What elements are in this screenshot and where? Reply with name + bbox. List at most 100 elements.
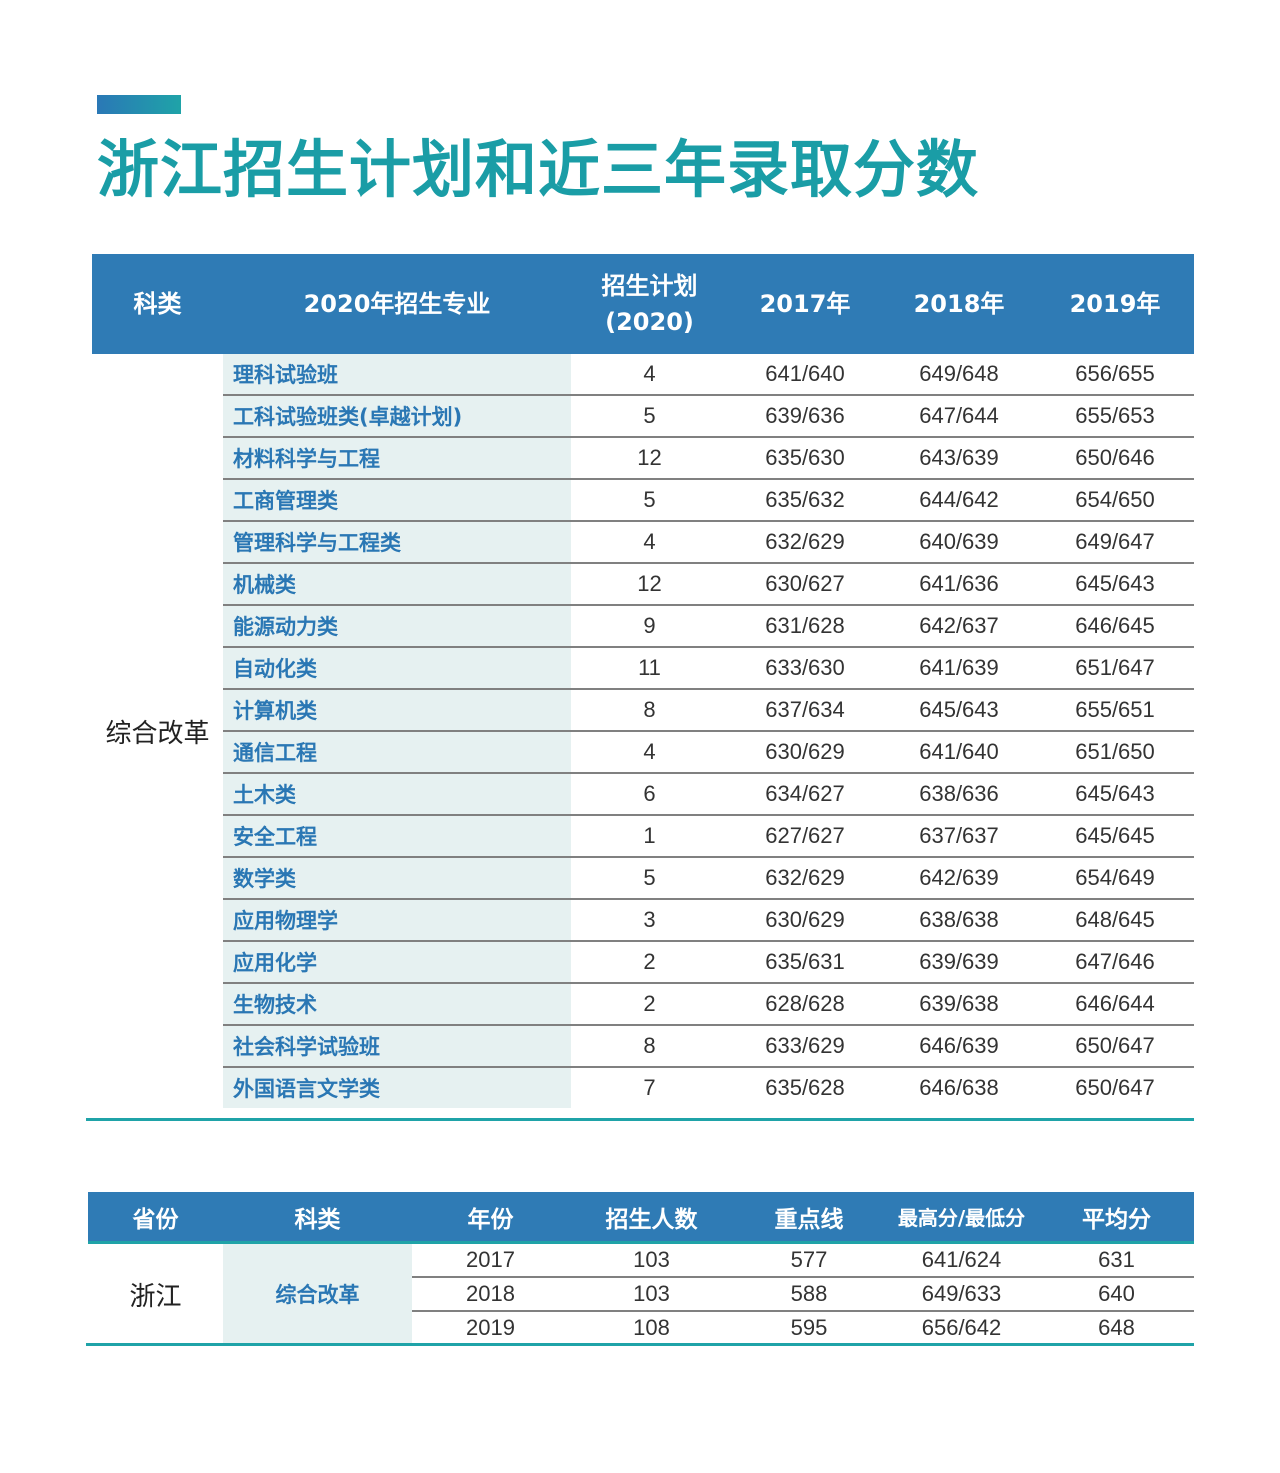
plan-cell: 9 xyxy=(571,605,728,648)
score-2019-cell: 656/655 xyxy=(1036,354,1194,396)
header-category: 科类 xyxy=(92,254,223,354)
table-row: 数学类 5 632/629 642/639 654/649 xyxy=(92,857,1194,900)
max-min-cell: 649/633 xyxy=(884,1277,1039,1312)
score-2019-cell: 655/653 xyxy=(1036,395,1194,438)
score-2018-cell: 639/638 xyxy=(882,983,1036,1026)
header-major: 2020年招生专业 xyxy=(223,254,571,354)
major-cell: 工商管理类 xyxy=(223,479,571,522)
header-year: 年份 xyxy=(412,1192,569,1244)
score-2019-cell: 646/645 xyxy=(1036,605,1194,648)
table-row: 机械类 12 630/627 641/636 645/643 xyxy=(92,563,1194,606)
plan-table-header-row: 科类 2020年招生专业 招生计划 (2020) 2017年 2018年 2019… xyxy=(92,254,1194,354)
score-2018-cell: 646/639 xyxy=(882,1025,1036,1068)
table-row: 土木类 6 634/627 638/636 645/643 xyxy=(92,773,1194,816)
score-2017-cell: 630/629 xyxy=(728,731,882,774)
header-2017: 2017年 xyxy=(728,254,882,354)
score-2019-cell: 651/647 xyxy=(1036,647,1194,690)
score-2017-cell: 632/629 xyxy=(728,521,882,564)
plan-cell: 12 xyxy=(571,563,728,606)
header-category: 科类 xyxy=(223,1192,412,1244)
score-2017-cell: 641/640 xyxy=(728,354,882,396)
table-row: 工商管理类 5 635/632 644/642 654/650 xyxy=(92,479,1194,522)
header-enrolled: 招生人数 xyxy=(569,1192,734,1244)
score-2017-cell: 635/630 xyxy=(728,437,882,480)
header-plan-line1: 招生计划 xyxy=(601,272,698,300)
plan-cell: 3 xyxy=(571,899,728,942)
major-cell: 材料科学与工程 xyxy=(223,437,571,480)
header-max-min: 最高分/最低分 xyxy=(884,1192,1039,1244)
score-2018-cell: 643/639 xyxy=(882,437,1036,480)
table-row: 能源动力类 9 631/628 642/637 646/645 xyxy=(92,605,1194,648)
score-2017-cell: 631/628 xyxy=(728,605,882,648)
major-cell: 工科试验班类(卓越计划) xyxy=(223,395,571,438)
score-2017-cell: 634/627 xyxy=(728,773,882,816)
score-2019-cell: 646/644 xyxy=(1036,983,1194,1026)
score-2018-cell: 646/638 xyxy=(919,1075,999,1100)
table-row: 浙江 综合改革 2017 103 577 641/624 631 xyxy=(88,1242,1194,1344)
score-2017-cell: 630/629 xyxy=(728,899,882,942)
major-cell: 数学类 xyxy=(223,857,571,900)
plan-cell: 4 xyxy=(571,521,728,564)
plan-cell: 2 xyxy=(571,941,728,984)
history-table-header-row: 省份 科类 年份 招生人数 重点线 最高分/最低分 平均分 xyxy=(88,1192,1194,1244)
score-2019-cell: 649/647 xyxy=(1036,521,1194,564)
score-2018-cell: 645/643 xyxy=(882,689,1036,732)
score-2017-cell: 627/627 xyxy=(728,815,882,858)
enrolled-cell: 103 xyxy=(569,1242,734,1278)
score-2018-cell: 640/639 xyxy=(882,521,1036,564)
major-cell: 理科试验班 xyxy=(223,354,571,396)
plan-table-body: 综合改革 理科试验班 4 641/640 649/648 656/655 工科试验班类(卓越… xyxy=(92,354,1194,1108)
table-row: 应用物理学 3 630/629 638/638 648/645 xyxy=(92,899,1194,942)
major-cell: 安全工程 xyxy=(223,815,571,858)
province-cell: 浙江 xyxy=(129,1281,182,1312)
major-cell: 外国语言文学类 xyxy=(223,1067,571,1108)
average-cell: 640 xyxy=(1039,1277,1194,1312)
major-cell: 应用物理学 xyxy=(223,899,571,942)
plan-cell: 5 xyxy=(571,395,728,438)
table-row: 自动化类 11 633/630 641/639 651/647 xyxy=(92,647,1194,690)
score-2019-cell: 654/650 xyxy=(1036,479,1194,522)
plan-cell: 8 xyxy=(571,689,728,732)
max-min-cell: 656/642 xyxy=(921,1315,1002,1340)
enrolled-cell: 108 xyxy=(633,1315,670,1340)
score-2018-cell: 642/639 xyxy=(882,857,1036,900)
table-row: 2019 108 595 656/642 648 xyxy=(88,1311,1194,1344)
average-cell: 631 xyxy=(1039,1242,1194,1278)
header-plan-line2: (2020) xyxy=(605,308,694,336)
score-2018-cell: 638/638 xyxy=(882,899,1036,942)
plan-cell: 2 xyxy=(571,983,728,1026)
score-2017-cell: 633/630 xyxy=(728,647,882,690)
score-2017-cell: 639/636 xyxy=(728,395,882,438)
header-province: 省份 xyxy=(88,1192,223,1244)
table-row: 生物技术 2 628/628 639/638 646/644 xyxy=(92,983,1194,1026)
major-cell: 通信工程 xyxy=(223,731,571,774)
score-2018-cell: 641/639 xyxy=(882,647,1036,690)
table-row: 材料科学与工程 12 635/630 643/639 650/646 xyxy=(92,437,1194,480)
history-table-bottom-rule xyxy=(86,1343,1194,1346)
plan-cell: 12 xyxy=(571,437,728,480)
key-line-cell: 595 xyxy=(790,1315,828,1340)
score-2019-cell: 655/651 xyxy=(1036,689,1194,732)
score-2017-cell: 632/629 xyxy=(728,857,882,900)
plan-cell: 11 xyxy=(571,647,728,690)
score-2019-cell: 651/650 xyxy=(1036,731,1194,774)
score-2019-cell: 648/645 xyxy=(1036,899,1194,942)
score-2019-cell: 650/647 xyxy=(1075,1075,1155,1100)
major-cell: 自动化类 xyxy=(223,647,571,690)
plan-cell: 5 xyxy=(571,479,728,522)
table-row: 2018 103 588 649/633 640 xyxy=(88,1277,1194,1312)
score-2019-cell: 647/646 xyxy=(1036,941,1194,984)
score-2017-cell: 628/628 xyxy=(728,983,882,1026)
score-2017-cell: 630/627 xyxy=(728,563,882,606)
category-cell: 综合改革 xyxy=(92,354,223,1108)
year-cell: 2017 xyxy=(412,1242,569,1278)
score-2018-cell: 647/644 xyxy=(882,395,1036,438)
plan-cell: 6 xyxy=(571,773,728,816)
major-cell: 应用化学 xyxy=(223,941,571,984)
header-average: 平均分 xyxy=(1039,1192,1194,1244)
table-row: 管理科学与工程类 4 632/629 640/639 649/647 xyxy=(92,521,1194,564)
plan-cell: 7 xyxy=(643,1075,656,1100)
title-accent-bar xyxy=(97,95,181,114)
major-cell: 生物技术 xyxy=(223,983,571,1026)
admission-history-table: 省份 科类 年份 招生人数 重点线 最高分/最低分 平均分 浙江 综合改革 2017… xyxy=(88,1192,1194,1344)
